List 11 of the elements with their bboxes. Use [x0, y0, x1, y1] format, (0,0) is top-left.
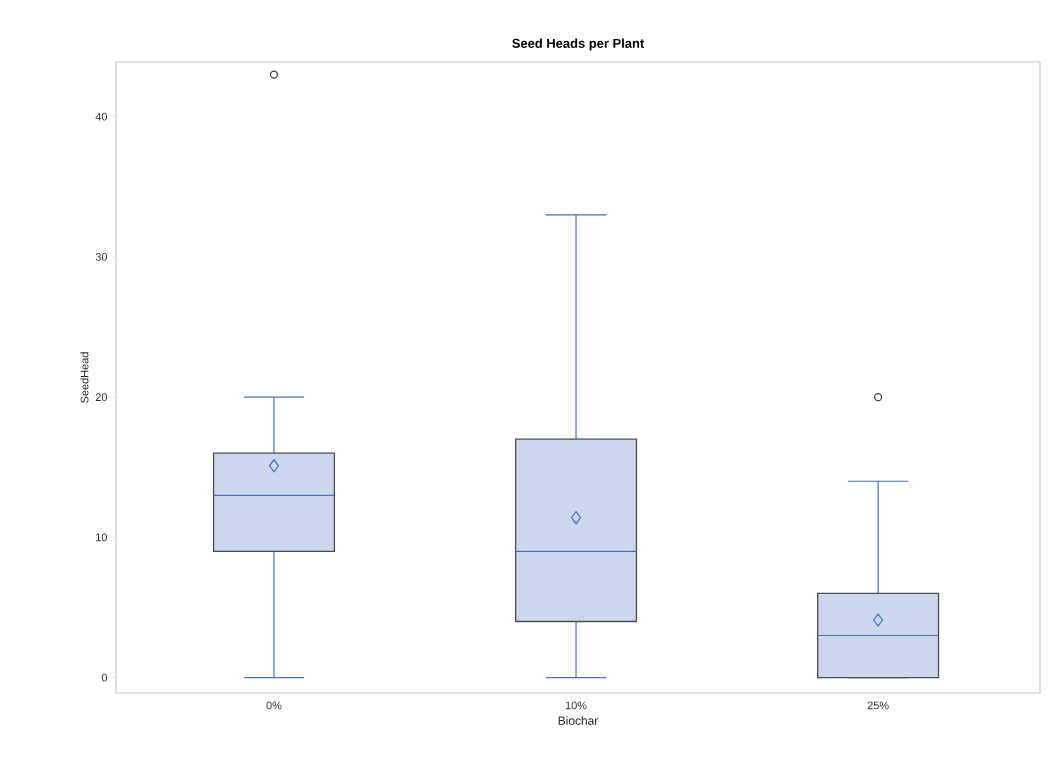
y-tick-label: 10 — [96, 533, 108, 542]
y-tick-label: 30 — [95, 253, 108, 261]
y-tick-label: 0 — [101, 673, 108, 682]
x-tick-label: 0% — [266, 701, 282, 710]
y-tick-label: 40 — [95, 112, 108, 121]
y-axis-title: SeedHead — [80, 352, 89, 403]
x-axis-title: Biochar — [558, 716, 599, 725]
chart-title: Seed Heads per Plant — [512, 38, 645, 51]
y-tick-label: 20 — [95, 393, 108, 402]
x-tick-label: 10% — [565, 701, 587, 710]
x-tick-label: 25% — [867, 701, 889, 710]
